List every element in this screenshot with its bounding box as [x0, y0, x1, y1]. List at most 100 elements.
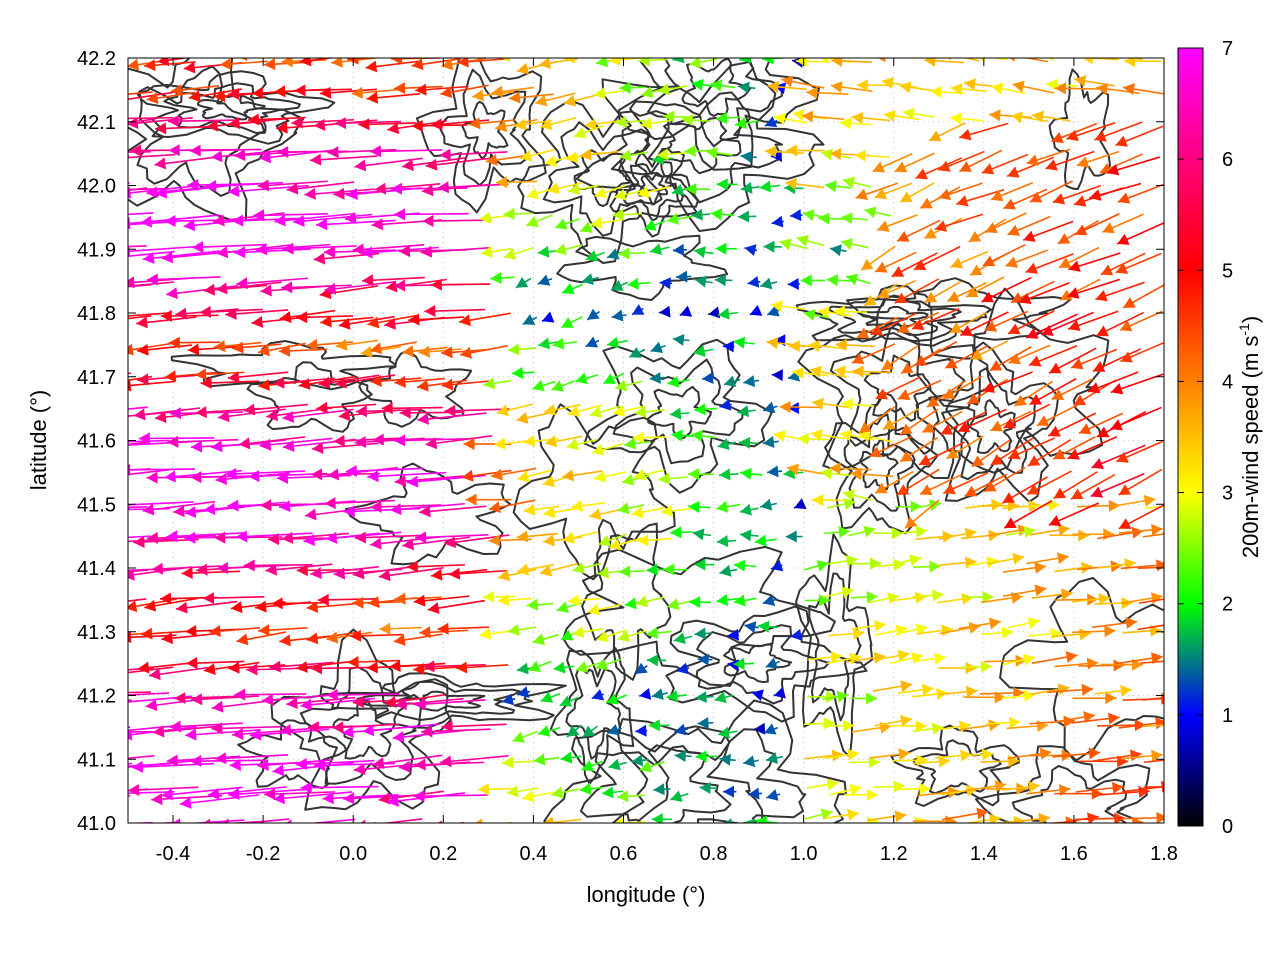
wind-arrow-head [1071, 58, 1073, 60]
wind-arrow-head [959, 161, 972, 172]
wind-arrow-head [128, 343, 134, 356]
wind-arrow-head [911, 652, 924, 664]
wind-arrow-shaft [128, 535, 151, 539]
colorbar-tick-label: 2 [1222, 594, 1233, 616]
terrain-contour [966, 399, 1016, 454]
wind-arrow-shaft [425, 434, 493, 446]
wind-arrow-head [374, 182, 387, 195]
wind-arrow-shaft [560, 824, 597, 835]
wind-arrow-head [820, 808, 833, 821]
wind-arrow-head [128, 728, 133, 741]
wind-arrow-shaft [334, 827, 402, 833]
wind-arrow-head [666, 690, 679, 703]
wind-arrow-shaft [374, 182, 441, 191]
wind-arrow-head [491, 85, 504, 98]
wind-arrow-head [646, 654, 659, 667]
y-tick-label: 41.1 [77, 749, 116, 771]
wind-arrow-head [924, 58, 936, 67]
wind-arrow-head [282, 242, 294, 255]
wind-arrow-head [166, 530, 178, 543]
wind-arrow-head [1048, 58, 1054, 62]
wind-arrow-shaft [128, 666, 174, 674]
wind-arrow-head [1034, 584, 1047, 597]
wind-arrow-head [335, 376, 347, 389]
wind-arrow-head [55, 248, 66, 260]
wind-arrow-head [115, 761, 127, 773]
wind-arrow-head [335, 338, 348, 351]
wind-arrow-shaft [518, 824, 557, 831]
wind-arrow-head [381, 402, 393, 415]
wind-arrow-head [167, 115, 179, 128]
wind-arrow-head [597, 566, 610, 579]
wind-arrow-head [517, 563, 530, 576]
wind-arrow-head [413, 594, 426, 607]
wind-arrow-head [322, 792, 334, 805]
x-tick-label: 1.0 [790, 843, 818, 865]
wind-arrow-head [640, 117, 653, 130]
wind-arrow-head [1049, 362, 1062, 374]
wind-arrow-head [291, 116, 303, 129]
wind-arrow-head [873, 651, 886, 664]
wind-arrow-head [544, 155, 558, 167]
wind-arrow-head [915, 168, 928, 180]
wind-arrow-head [1111, 781, 1124, 794]
wind-arrow-head [1108, 499, 1120, 512]
wind-arrow-head [1038, 812, 1051, 823]
wind-arrow-head [155, 186, 168, 199]
wind-arrow-head [133, 408, 146, 421]
wind-arrow-shaft [454, 821, 465, 823]
wind-arrow-shaft [267, 537, 334, 541]
wind-arrow-head [414, 698, 426, 711]
wind-arrow-shaft [128, 118, 155, 124]
wind-arrow-head [924, 291, 938, 303]
wind-arrow-head [516, 62, 529, 75]
wind-arrow-head [384, 317, 396, 330]
wind-arrow-head [459, 314, 471, 327]
wind-arrow-head [845, 554, 858, 567]
wind-arrow-shaft [151, 794, 223, 801]
wind-arrow-head [496, 404, 509, 417]
wind-arrow-head [634, 405, 647, 418]
terrain-contour [320, 672, 567, 729]
wind-arrow-shaft [148, 665, 215, 677]
wind-arrow-head [740, 467, 752, 480]
wind-arrow-head [787, 463, 799, 476]
wind-arrow-head [299, 58, 312, 67]
wind-arrow-head [541, 311, 555, 323]
wind-arrow-shaft [128, 730, 153, 733]
wind-arrow-head [164, 370, 177, 383]
wind-arrow-shaft [281, 284, 352, 289]
wind-arrow-head [227, 499, 239, 512]
wind-arrow-head [684, 145, 696, 157]
wind-arrow-shaft [128, 185, 197, 194]
terrain-contour [609, 147, 699, 238]
wind-arrow-head [1094, 130, 1107, 142]
wind-arrow-head [915, 525, 928, 538]
wind-arrow-head [667, 213, 679, 225]
wind-arrow-head [648, 719, 660, 732]
wind-arrow-head [905, 516, 918, 529]
wind-arrow-shaft [128, 692, 170, 696]
wind-arrow-head [181, 567, 193, 580]
wind-arrow-head [52, 794, 63, 806]
wind-arrow-head [887, 592, 900, 605]
wind-arrow-shaft [394, 437, 468, 442]
wind-arrow-head [227, 371, 240, 384]
wind-arrow-shaft [857, 51, 893, 55]
wind-arrow-head [151, 562, 164, 575]
wind-arrow-head [651, 688, 664, 700]
wind-arrow-head [656, 148, 669, 161]
wind-arrow-head [211, 700, 224, 713]
wind-arrow-head [671, 429, 683, 442]
wind-arrow-shaft [734, 822, 739, 823]
wind-arrow-head [166, 287, 178, 300]
wind-arrow-shaft [310, 566, 379, 576]
wind-arrow-shaft [273, 791, 353, 801]
wind-arrow-head [216, 246, 229, 259]
wind-arrow-head [422, 215, 434, 228]
wind-arrow-head [474, 818, 483, 823]
wind-arrow-head [1115, 262, 1129, 274]
wind-arrow-head [184, 531, 196, 544]
wind-arrow-head [508, 91, 521, 104]
